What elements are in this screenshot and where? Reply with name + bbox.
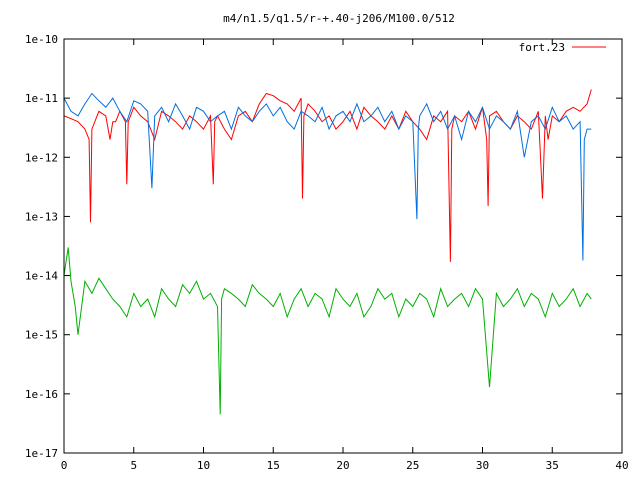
x-tick-label: 30 bbox=[476, 459, 489, 472]
x-tick-label: 15 bbox=[267, 459, 280, 472]
x-tick-label: 0 bbox=[61, 459, 68, 472]
x-tick-label: 40 bbox=[615, 459, 628, 472]
y-tick-label: 1e-16 bbox=[25, 388, 58, 401]
series-line bbox=[63, 92, 592, 261]
x-tick-label: 35 bbox=[546, 459, 559, 472]
y-tick-label: 1e-17 bbox=[25, 447, 58, 460]
y-tick-label: 1e-14 bbox=[25, 270, 58, 283]
x-tick-label: 20 bbox=[336, 459, 349, 472]
legend-label: fort.23 bbox=[519, 41, 565, 54]
axis-ticks: 0 5 10 15 20 25 30 35 40 1e-17 1e-16 1e-15 1e-14 1e-1… bbox=[25, 33, 629, 472]
y-tick-label: 1e-12 bbox=[25, 151, 58, 164]
series-group bbox=[63, 89, 592, 415]
x-tick-label: 10 bbox=[197, 459, 210, 472]
series-line bbox=[63, 247, 592, 415]
plot-frame bbox=[63, 38, 623, 454]
chart-title: m4/n1.5/q1.5/r-+.40-j206/M100.0/512 bbox=[223, 12, 455, 25]
legend: fort.23 bbox=[519, 41, 606, 54]
y-tick-label: 1e-11 bbox=[25, 92, 58, 105]
y-tick-label: 1e-13 bbox=[25, 210, 58, 223]
y-tick-label: 1e-10 bbox=[25, 33, 58, 46]
x-tick-label: 5 bbox=[130, 459, 137, 472]
y-tick-label: 1e-15 bbox=[25, 329, 58, 342]
series-line bbox=[63, 89, 592, 262]
x-tick-label: 25 bbox=[406, 459, 419, 472]
